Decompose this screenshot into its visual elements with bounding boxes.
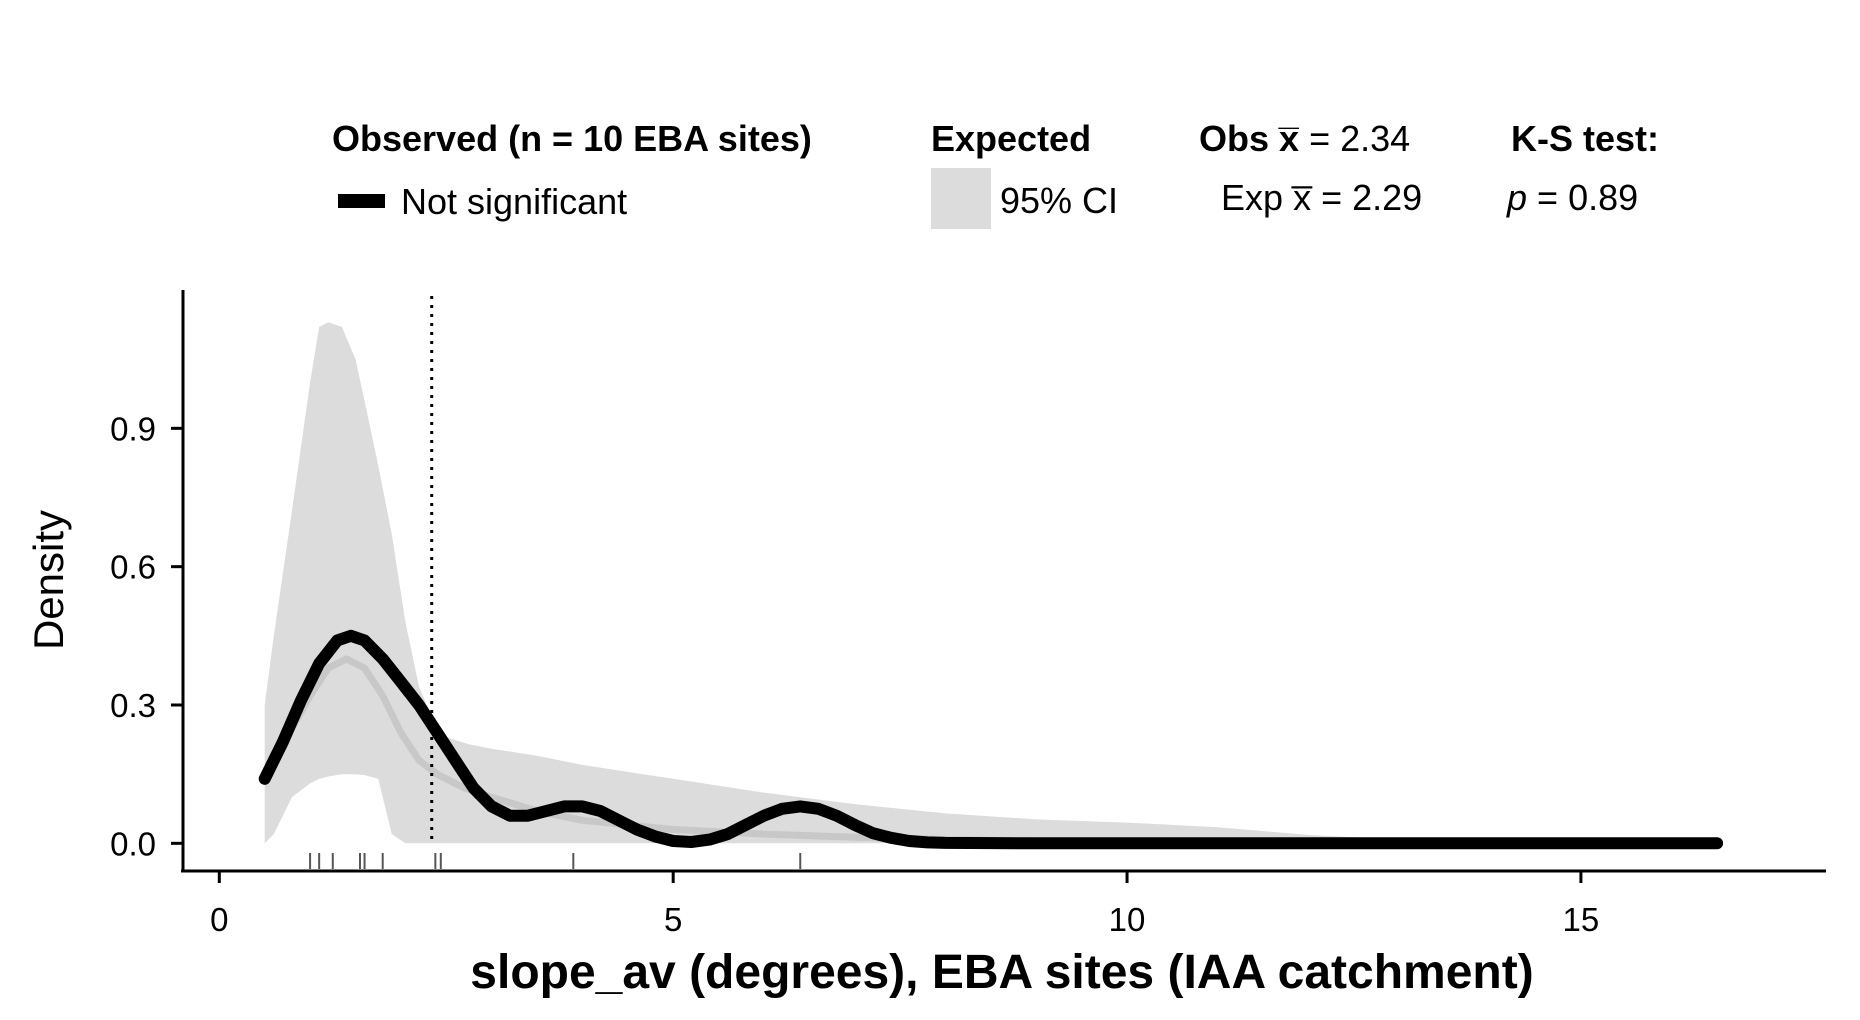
y-tick-label: 0.3 bbox=[110, 687, 156, 724]
legend-expected-title: Expected bbox=[931, 118, 1091, 159]
legend-observed-item: Not significant bbox=[401, 181, 627, 222]
y-tick-label: 0.0 bbox=[110, 825, 156, 862]
legend-ci-item: 95% CI bbox=[1000, 180, 1118, 221]
ks-test-title: K-S test: bbox=[1511, 118, 1659, 159]
legend: Observed (n = 10 EBA sites) Not signific… bbox=[332, 118, 1659, 229]
observed-density-line bbox=[258, 629, 1724, 850]
x-axis-label: slope_av (degrees), EBA sites (IAA catch… bbox=[470, 946, 1533, 999]
x-tick-label: 5 bbox=[664, 901, 682, 938]
y-tick-label: 0.6 bbox=[110, 549, 156, 586]
exp-mean-label: Exp x̅ = 2.29 bbox=[1221, 177, 1422, 218]
ks-p-value: p = 0.89 bbox=[1506, 177, 1638, 218]
ci-band bbox=[264, 322, 1672, 844]
y-tick-label: 0.9 bbox=[110, 410, 156, 447]
x-tick-label: 15 bbox=[1563, 901, 1600, 938]
obs-mean-label: Obs x̅ = 2.34 bbox=[1199, 118, 1410, 159]
axes: 0 5 10 15 0.0 0.3 0.6 0.9 slope_av (degrees), … bbox=[25, 290, 1826, 999]
legend-ci-swatch bbox=[931, 168, 991, 229]
x-tick-label: 0 bbox=[210, 901, 228, 938]
plot-area bbox=[258, 296, 1724, 869]
x-tick-label: 10 bbox=[1109, 901, 1146, 938]
legend-observed-title: Observed (n = 10 EBA sites) bbox=[332, 118, 812, 159]
y-axis-label: Density bbox=[25, 510, 72, 650]
